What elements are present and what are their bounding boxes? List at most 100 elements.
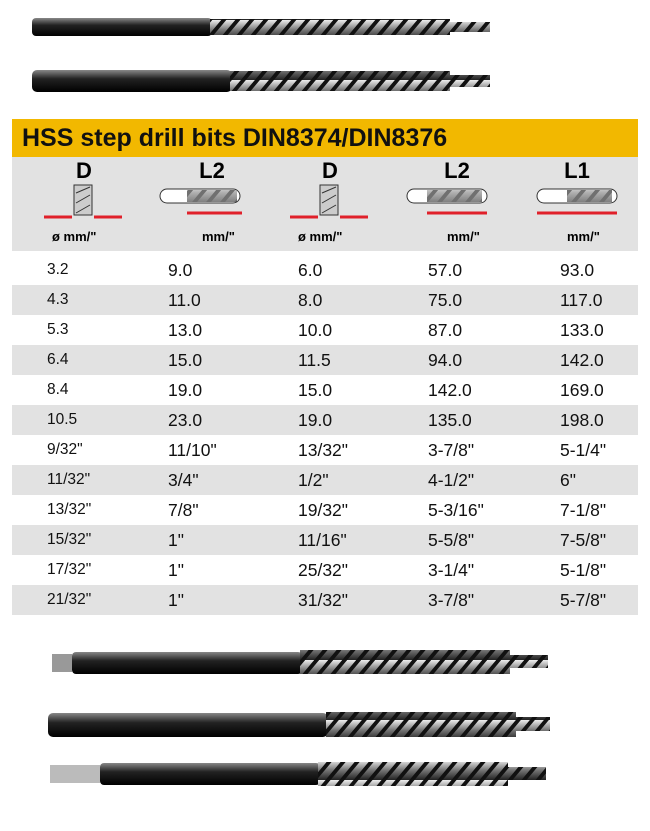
table-cell: 142.0: [428, 380, 472, 400]
drill-flute-length-icon: [406, 188, 488, 215]
table-cell: 11.0: [168, 290, 201, 310]
table-cell: 8.0: [298, 290, 323, 310]
table-cell: 11.5: [298, 350, 331, 370]
table-cell: 3-7/8": [428, 590, 475, 610]
table-cell: 23.0: [168, 410, 203, 430]
drill-overall-length-icon: [536, 188, 618, 215]
header-label: L2: [199, 158, 225, 183]
table-cell: 3.2: [47, 261, 69, 278]
table-row: 13/32" 7/8" 19/32" 5-3/16" 7-1/8": [12, 495, 638, 525]
table-cell: 10.5: [47, 411, 78, 428]
table-row: 10.5 23.0 19.0 135.0 198.0: [12, 405, 638, 435]
table-cell: 3-7/8": [428, 440, 475, 460]
table-cell: 17/32": [47, 561, 92, 578]
table-cell: 117.0: [560, 290, 603, 310]
drill-bit-image-5: [50, 762, 546, 786]
table-row: 11/32" 3/4" 1/2" 4-1/2" 6": [12, 465, 638, 495]
table-cell: 1": [168, 590, 184, 610]
header-d-inch: D ø mm/": [270, 157, 390, 244]
table-row: 3.2 9.0 6.0 57.0 93.0: [12, 255, 638, 285]
header-label: L2: [444, 158, 470, 183]
table-cell: 4-1/2": [428, 470, 475, 490]
table-cell: 15/32": [47, 531, 92, 548]
header-label: D: [76, 158, 92, 183]
table-cell: 4.3: [47, 291, 69, 308]
table-cell: 57.0: [428, 260, 463, 280]
table-cell: 5-3/16": [428, 500, 484, 520]
drill-bit-image-3: [52, 650, 548, 674]
table-row: 21/32" 1" 31/32" 3-7/8" 5-7/8": [12, 585, 638, 615]
table-header: D ø mm/" L2 mm/" D ø mm/" L2 mm/" L1 mm/…: [12, 157, 638, 251]
header-l2-long: L2 mm/": [397, 157, 517, 244]
table-cell: 1": [168, 560, 184, 580]
table-cell: 13/32": [298, 440, 349, 460]
spec-table-body: 3.2 9.0 6.0 57.0 93.0 4.3 11.0 8.0 75.0 117.0 5.3 1…: [12, 255, 638, 615]
table-cell: 25/32": [298, 560, 349, 580]
table-cell: 6.4: [47, 351, 69, 368]
table-cell: 21/32": [47, 591, 92, 608]
table-cell: 7-1/8": [560, 500, 607, 520]
table-row: 17/32" 1" 25/32" 3-1/4" 5-1/8": [12, 555, 638, 585]
table-cell: 15.0: [298, 380, 333, 400]
table-cell: 93.0: [560, 260, 595, 280]
header-l1: L1 mm/": [517, 157, 637, 244]
table-cell: 6.0: [298, 260, 323, 280]
table-title: HSS step drill bits DIN8374/DIN8376: [12, 119, 638, 157]
table-cell: 1/2": [298, 470, 329, 490]
table-cell: 11/32": [47, 471, 91, 488]
header-label: L1: [564, 158, 590, 183]
header-d-mm: D ø mm/": [24, 157, 144, 244]
drill-flute-length-icon: [159, 188, 242, 215]
table-row: 5.3 13.0 10.0 87.0 133.0: [12, 315, 638, 345]
table-row: 4.3 11.0 8.0 75.0 117.0: [12, 285, 638, 315]
table-cell: 15.0: [168, 350, 203, 370]
table-cell: 198.0: [560, 410, 604, 430]
header-unit: ø mm/": [52, 229, 97, 244]
table-cell: 135.0: [428, 410, 472, 430]
header-unit: ø mm/": [298, 229, 343, 244]
drill-tip-diameter-icon: [290, 184, 368, 219]
table-cell: 9.0: [168, 260, 193, 280]
table-cell: 3/4": [168, 470, 199, 490]
table-cell: 3-1/4": [428, 560, 475, 580]
table-cell: 19.0: [168, 380, 203, 400]
table-row: 8.4 19.0 15.0 142.0 169.0: [12, 375, 638, 405]
table-row: 15/32" 1" 11/16" 5-5/8" 7-5/8": [12, 525, 638, 555]
table-cell: 31/32": [298, 590, 349, 610]
table-cell: 142.0: [560, 350, 604, 370]
table-cell: 8.4: [47, 381, 69, 398]
table-cell: 5-5/8": [428, 530, 475, 550]
table-cell: 75.0: [428, 290, 463, 310]
table-cell: 87.0: [428, 320, 463, 340]
table-cell: 11/16": [298, 530, 347, 550]
table-cell: 5.3: [47, 321, 69, 338]
table-cell: 13.0: [168, 320, 203, 340]
drill-bit-image-4: [48, 712, 550, 737]
table-cell: 5-1/8": [560, 560, 607, 580]
table-cell: 169.0: [560, 380, 604, 400]
table-cell: 5-1/4": [560, 440, 607, 460]
header-l2-short: L2 mm/": [152, 157, 272, 244]
table-row: 9/32" 11/10" 13/32" 3-7/8" 5-1/4": [12, 435, 638, 465]
table-cell: 11/10": [168, 440, 217, 460]
table-cell: 1": [168, 530, 184, 550]
drill-bit-image-2: [32, 70, 490, 92]
table-cell: 94.0: [428, 350, 463, 370]
table-cell: 9/32": [47, 441, 83, 458]
drill-bit-image-1: [32, 18, 490, 36]
header-label: D: [322, 158, 338, 183]
table-cell: 7-5/8": [560, 530, 607, 550]
drill-tip-diameter-icon: [44, 184, 122, 219]
table-row: 6.4 15.0 11.5 94.0 142.0: [12, 345, 638, 375]
table-cell: 133.0: [560, 320, 604, 340]
table-cell: 13/32": [47, 501, 92, 518]
table-cell: 6": [560, 470, 576, 490]
table-cell: 19/32": [298, 500, 349, 520]
table-cell: 5-7/8": [560, 590, 607, 610]
header-unit: mm/": [447, 229, 480, 244]
header-unit: mm/": [567, 229, 600, 244]
table-cell: 10.0: [298, 320, 333, 340]
table-cell: 7/8": [168, 500, 199, 520]
header-unit: mm/": [202, 229, 235, 244]
